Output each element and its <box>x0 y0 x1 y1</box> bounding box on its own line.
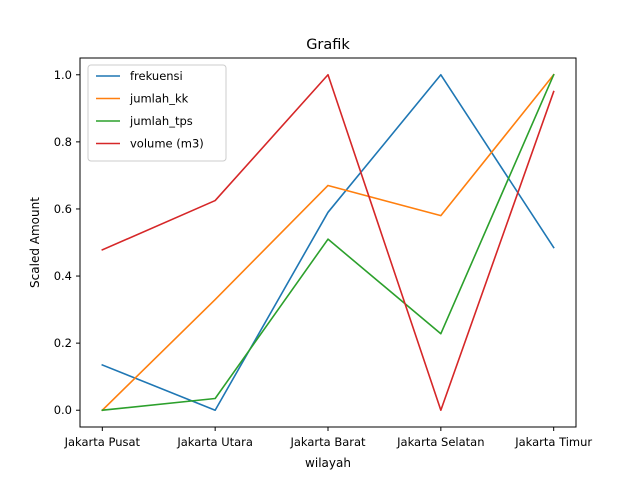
y-tick-label: 0.0 <box>54 403 72 417</box>
y-tick-label: 0.2 <box>54 336 72 350</box>
y-tick-label: 0.6 <box>54 202 72 216</box>
y-tick-label: 0.4 <box>54 269 72 283</box>
x-axis: Jakarta Pusat Jakarta Utara Jakarta Barat J… <box>64 427 592 449</box>
series-line-2 <box>101 73 555 412</box>
y-axis-label: Scaled Amount <box>28 197 42 288</box>
series-line-1 <box>101 73 555 412</box>
y-tick-label: 0.8 <box>54 135 72 149</box>
legend-box <box>87 64 227 162</box>
x-tick-label: Jakarta Timur <box>514 435 592 449</box>
x-axis-label: wilayah <box>305 456 351 470</box>
series-line-3 <box>101 73 555 412</box>
legend-label-2: jumlah_tps <box>129 114 193 128</box>
y-tick-label: 1.0 <box>54 68 72 82</box>
legend-label-3: volume (m3) <box>130 137 204 151</box>
series-line-0 <box>101 73 555 412</box>
x-tick-label: Jakarta Pusat <box>64 435 141 449</box>
x-tick-label: Jakarta Selatan <box>396 435 484 449</box>
x-tick-label: Jakarta Barat <box>289 435 366 449</box>
legend-label-0: frekuensi <box>130 69 183 83</box>
x-tick-label: Jakarta Utara <box>176 435 253 449</box>
series-lines <box>101 73 555 412</box>
legend-label-1: jumlah_kk <box>129 92 189 106</box>
y-axis: 0.0 0.2 0.4 0.6 0.8 1.0 <box>54 68 80 417</box>
chart-title: Grafik <box>306 37 350 53</box>
